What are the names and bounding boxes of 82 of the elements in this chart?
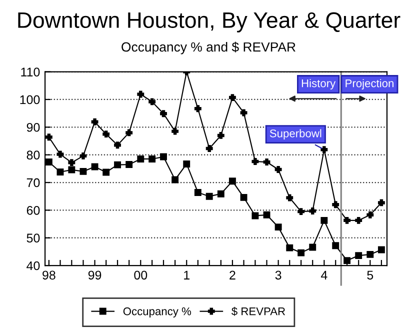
point	[80, 168, 87, 175]
legend-label: Occupancy %	[123, 307, 192, 318]
point	[56, 150, 64, 158]
x-tick-label: 99	[88, 270, 102, 280]
x-tick-label: 1	[184, 270, 190, 280]
y-tick-label: 90	[26, 122, 40, 132]
x-tick-label: 3	[275, 270, 282, 280]
x-tick-label: 2	[230, 270, 236, 280]
point	[332, 201, 340, 208]
point	[102, 168, 110, 176]
y-tick-label: 110	[21, 68, 40, 76]
point	[378, 246, 385, 254]
point	[194, 188, 202, 196]
point	[114, 161, 121, 168]
point	[252, 212, 259, 220]
point	[194, 105, 202, 112]
point	[378, 199, 385, 206]
annotation: History	[302, 79, 336, 90]
point	[102, 130, 110, 138]
point	[355, 216, 362, 224]
x-tick-label: 98	[42, 270, 56, 280]
point	[286, 194, 294, 202]
point	[148, 156, 156, 162]
point	[126, 161, 133, 168]
point	[240, 194, 248, 201]
point	[137, 156, 144, 162]
y-tick-label: 40	[26, 261, 40, 270]
point	[126, 129, 133, 136]
point	[298, 249, 305, 256]
point	[160, 153, 167, 160]
point	[309, 244, 316, 251]
x-tick-label: 5	[367, 270, 374, 280]
point	[320, 216, 328, 224]
point	[309, 208, 316, 214]
y-tick-label: 70	[26, 178, 40, 188]
point	[355, 252, 362, 260]
x-tick-label: 00	[134, 270, 148, 280]
point	[172, 176, 179, 184]
point	[344, 216, 350, 224]
point	[366, 211, 374, 218]
point	[56, 168, 64, 176]
y-tick-label: 100	[20, 95, 40, 104]
point	[228, 94, 236, 102]
point	[286, 244, 294, 252]
point	[298, 208, 305, 216]
legend-label: $ REVPAR	[232, 306, 286, 316]
point	[206, 192, 213, 200]
point	[45, 158, 52, 166]
point	[91, 163, 98, 170]
point	[80, 152, 87, 160]
point	[183, 160, 190, 168]
chart-subtitle: Occupancy % and $ REVPAR	[122, 42, 296, 54]
point	[160, 110, 167, 118]
point	[114, 142, 121, 149]
point	[274, 224, 282, 231]
x-tick-label: 4	[320, 270, 328, 280]
point	[263, 158, 270, 166]
point	[366, 250, 374, 258]
point	[91, 118, 98, 126]
chart-title: Downtown Houston, By Year & Quarter	[18, 12, 400, 32]
annotation: Superbowl	[270, 129, 322, 140]
point	[137, 90, 144, 98]
point	[344, 257, 350, 264]
point	[240, 109, 248, 116]
point	[148, 98, 156, 106]
point	[274, 166, 282, 173]
point	[217, 190, 224, 198]
point	[332, 242, 340, 250]
y-tick-label: 50	[26, 234, 40, 243]
point	[217, 132, 224, 139]
point	[172, 128, 179, 135]
point	[206, 144, 213, 152]
point	[68, 166, 76, 174]
point	[263, 211, 270, 218]
point	[228, 178, 236, 185]
point	[252, 158, 259, 165]
annotation: Projection	[346, 79, 394, 90]
y-tick-label: 80	[26, 150, 40, 160]
point	[68, 159, 76, 166]
y-tick-label: 60	[26, 206, 40, 215]
point	[45, 134, 52, 141]
point	[320, 146, 328, 154]
